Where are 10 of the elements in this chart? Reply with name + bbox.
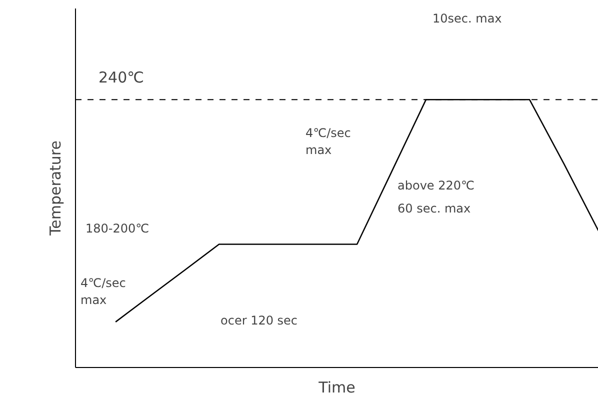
ref-line-label: 240℃: [98, 68, 144, 87]
y-axis-title: Temperature: [46, 140, 64, 237]
annotation: ocer 120 sec: [220, 314, 298, 328]
annotation: 4℃/sec max: [80, 276, 126, 307]
x-axis-title: Time: [318, 378, 356, 396]
annotation: 60 sec. max: [398, 202, 471, 216]
annotation: above 220℃: [398, 178, 474, 192]
text: 10sec. max: [432, 12, 502, 26]
annotation: 4℃/sec max: [306, 126, 351, 157]
annotation: 180-200℃: [86, 222, 150, 236]
